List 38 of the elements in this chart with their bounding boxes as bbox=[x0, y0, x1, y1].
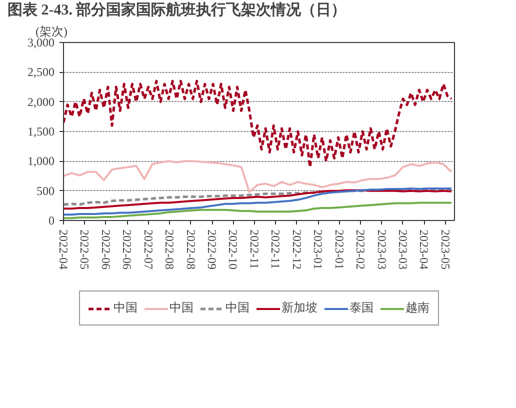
legend-label: 中国 bbox=[114, 300, 138, 316]
y-axis-title: (架次) bbox=[36, 24, 68, 38]
x-tick-label: 2022-08 bbox=[162, 230, 177, 270]
x-tick-label: 2022-08 bbox=[184, 230, 198, 270]
line-series bbox=[64, 80, 453, 168]
legend-label: 越南 bbox=[406, 300, 430, 316]
x-tick-label: 2022-06 bbox=[120, 230, 134, 270]
x-tick-label: 2023-04 bbox=[417, 230, 432, 270]
y-tick-label: 2,000 bbox=[28, 94, 54, 109]
x-tick-label: 2023-03 bbox=[396, 230, 410, 270]
y-tick-label: 2,500 bbox=[28, 65, 54, 80]
line-series bbox=[64, 187, 452, 216]
chart-title: 图表 2-43. 部分国家国际航班执行飞架次情况（日） bbox=[8, 0, 346, 18]
x-tick-label: 2023-01 bbox=[332, 230, 346, 270]
x-tick-label: 2022-12 bbox=[290, 230, 304, 270]
y-tick-label: 0 bbox=[48, 214, 54, 228]
y-tick-label: 500 bbox=[36, 184, 54, 198]
line-series bbox=[64, 189, 452, 210]
y-tick-label: 1,000 bbox=[28, 154, 54, 168]
x-tick-label: 2023-05 bbox=[438, 230, 452, 270]
line-series bbox=[64, 202, 452, 220]
legend-label: 新加坡 bbox=[282, 300, 318, 316]
y-tick-label: 1,500 bbox=[28, 124, 54, 138]
x-tick-label: 2022-05 bbox=[78, 230, 92, 270]
x-tick-label: 2022-04 bbox=[56, 230, 70, 270]
legend-label: 中国 bbox=[226, 300, 250, 316]
x-tick-label: 2022-09 bbox=[205, 230, 220, 270]
x-tick-label: 2022-06 bbox=[98, 230, 113, 270]
x-tick-label: 2022-07 bbox=[141, 230, 156, 270]
x-tick-label: 2022-11 bbox=[247, 230, 262, 270]
legend-label: 中国 bbox=[170, 300, 194, 316]
x-tick-label: 2023-02 bbox=[354, 230, 368, 270]
x-tick-label: 2022-11 bbox=[268, 230, 283, 270]
line-series bbox=[64, 160, 452, 194]
x-tick-label: 2022-10 bbox=[226, 230, 240, 270]
x-tick-label: 2023-03 bbox=[374, 230, 389, 270]
legend-label: 泰国 bbox=[350, 300, 374, 316]
x-tick-label: 2023-01 bbox=[311, 230, 326, 270]
